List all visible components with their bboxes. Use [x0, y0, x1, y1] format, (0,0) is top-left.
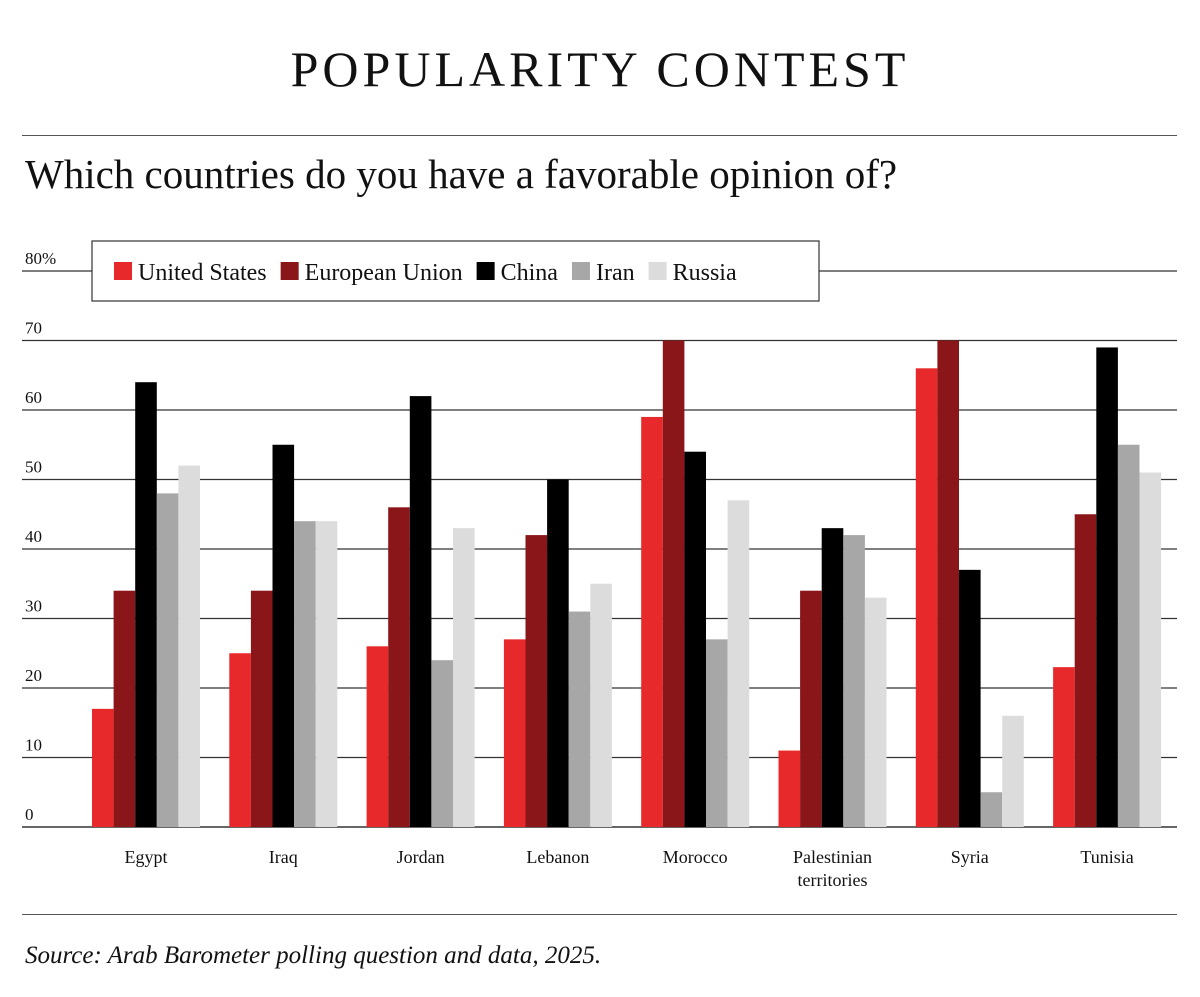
y-tick-label: 30: [25, 597, 42, 616]
y-tick-label: 80%: [25, 249, 56, 268]
bar: [1074, 514, 1097, 827]
chart-title: POPULARITY CONTEST: [290, 41, 910, 97]
x-tick-label: Jordan: [397, 847, 445, 867]
x-tick-label: Palestinian territories: [793, 847, 872, 890]
y-tick-label: 0: [25, 805, 34, 824]
x-tick-label: Iraq: [269, 847, 298, 867]
bar: [547, 479, 569, 827]
bar: [525, 535, 548, 827]
bar: [706, 639, 728, 827]
bar: [1139, 472, 1162, 827]
bar: [366, 646, 389, 827]
bar: [294, 521, 316, 827]
bar: [92, 708, 114, 827]
legend-label: Russia: [673, 260, 737, 286]
bar: [937, 340, 959, 827]
legend-swatch: [114, 262, 132, 280]
bar: [388, 507, 410, 827]
bottom-divider: [22, 914, 1177, 915]
legend-swatch: [280, 262, 299, 280]
bar: [821, 528, 844, 827]
bar: [229, 653, 251, 827]
bar: [315, 521, 338, 827]
legend-label: Iran: [596, 260, 635, 286]
bar: [843, 535, 865, 827]
bar: [409, 396, 432, 827]
legend-label: United States: [138, 260, 267, 286]
bar: [1053, 667, 1075, 827]
legend-label: China: [501, 260, 559, 286]
chart-subtitle: Which countries do you have a favorable …: [25, 151, 898, 197]
legend-label: European Union: [305, 260, 463, 286]
bar: [662, 340, 685, 827]
bar: [453, 528, 475, 827]
legend-swatch: [571, 262, 590, 280]
bar: [178, 465, 200, 827]
bar: [980, 792, 1003, 827]
bar: [156, 493, 179, 827]
bar: [431, 660, 453, 827]
bar: [590, 583, 612, 827]
bar: [272, 444, 295, 827]
y-tick-label: 20: [25, 666, 42, 685]
bar: [959, 569, 981, 827]
bar: [864, 597, 887, 827]
legend-box: [91, 240, 820, 302]
y-tick-label: 60: [25, 388, 42, 407]
legend-swatch: [476, 262, 495, 280]
bar: [915, 368, 938, 827]
bar: [503, 639, 526, 827]
bar: [1002, 715, 1024, 827]
bar: [641, 416, 663, 827]
x-tick-label: Lebanon: [526, 847, 589, 867]
x-tick-label: Morocco: [663, 847, 728, 867]
y-tick-label: 10: [25, 736, 42, 755]
bar: [250, 590, 273, 827]
bar: [1096, 347, 1118, 827]
bar: [778, 750, 801, 827]
top-divider: [22, 135, 1177, 136]
bar: [800, 590, 822, 827]
bar: [135, 382, 157, 827]
bar: [113, 590, 136, 827]
y-tick-label: 70: [25, 319, 42, 338]
y-tick-label: 40: [25, 527, 42, 546]
bar: [727, 500, 750, 827]
x-tick-label: Tunisia: [1080, 847, 1133, 867]
x-tick-label: Egypt: [125, 847, 168, 867]
legend-swatch: [648, 262, 667, 280]
source-note: Source: Arab Barometer polling question …: [25, 942, 602, 969]
x-tick-label: Syria: [951, 847, 989, 867]
bar: [684, 451, 706, 827]
bar-chart: 0 10 20 30 40 50 60 70 80% Egypt Iraq Jordan Lebanon…: [22, 240, 1177, 890]
bar: [568, 611, 591, 827]
y-tick-label: 50: [25, 458, 42, 477]
bar: [1117, 444, 1140, 827]
